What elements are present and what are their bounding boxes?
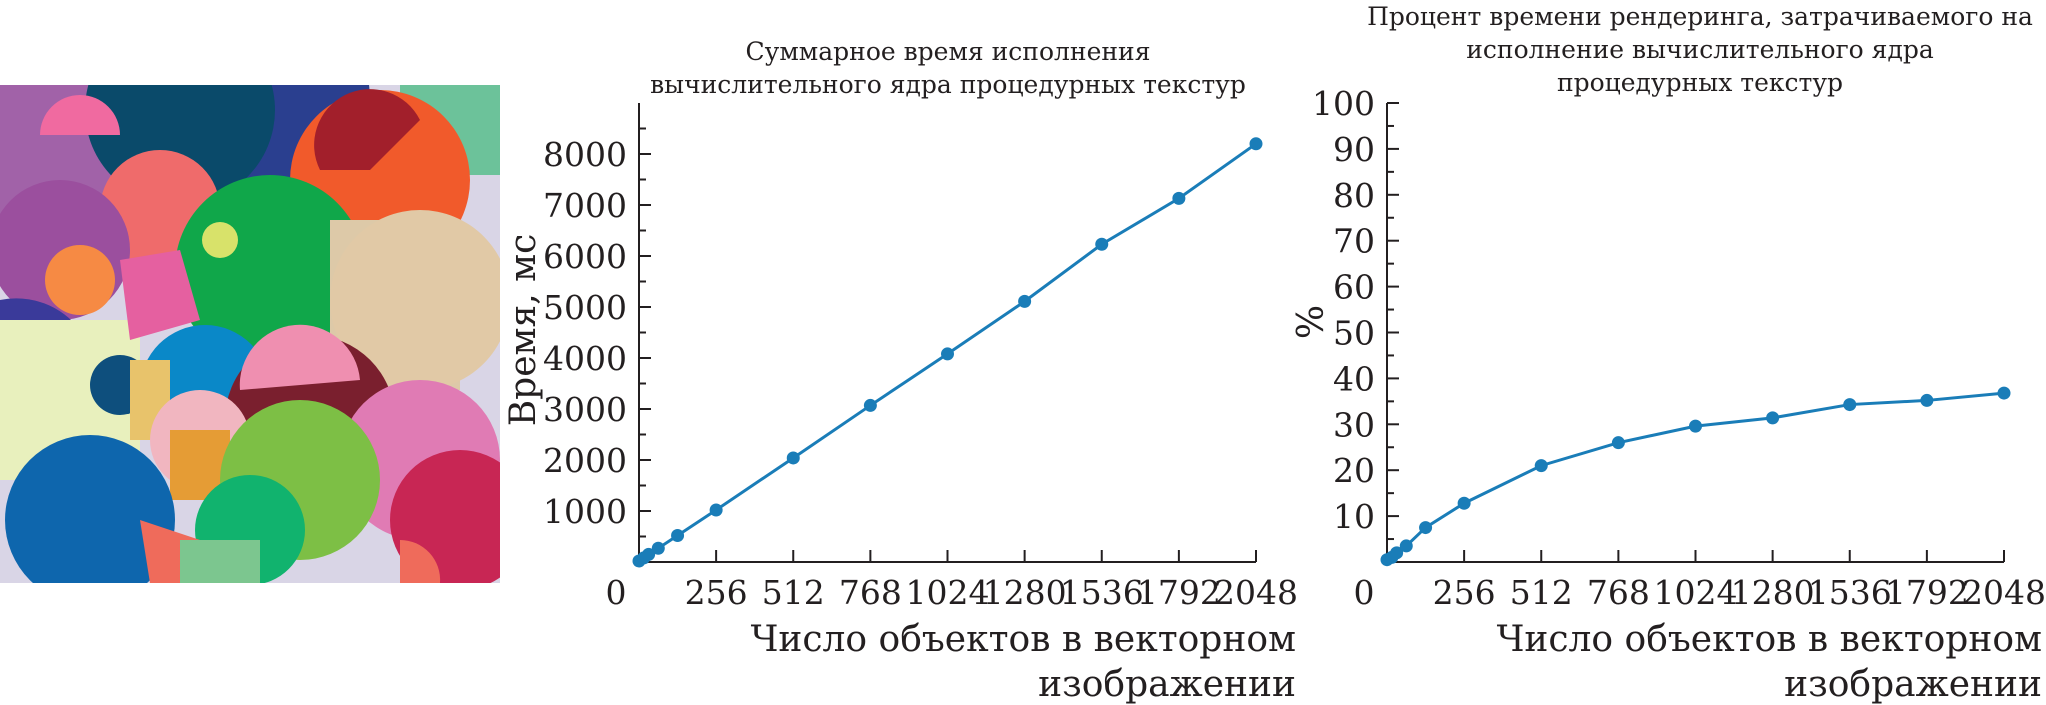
x-tick-label: 768 [839, 573, 902, 612]
x-axis-label-line-2: изображении [1038, 664, 1296, 705]
y-tick-label: 20 [1333, 451, 1375, 490]
y-tick-label: 8000 [543, 135, 627, 174]
y-axis-label: % [1291, 305, 1332, 339]
data-point [786, 451, 800, 465]
data-point [1997, 386, 2011, 400]
x-tick-label: 1792 [1885, 573, 1969, 612]
data-point [941, 347, 954, 361]
x-origin-label: 0 [606, 573, 627, 612]
y-tick-label: 100 [1312, 84, 1375, 123]
y-tick-label: 70 [1333, 222, 1375, 261]
x-tick-label: 1024 [1654, 573, 1738, 612]
data-point [1399, 539, 1413, 553]
y-tick-label: 80 [1333, 176, 1375, 215]
x-tick-label: 1280 [1731, 573, 1815, 612]
chart-execution-time: Суммарное время исполнения вычислительно… [503, 37, 1298, 705]
data-point [1249, 137, 1263, 151]
y-tick-label: 50 [1333, 314, 1375, 353]
series-group [1380, 386, 2011, 567]
y-tick-label: 60 [1333, 268, 1375, 307]
data-point [651, 541, 665, 555]
x-tick-label: 1536 [1060, 573, 1144, 612]
data-point [671, 528, 685, 542]
y-tick-label: 30 [1333, 405, 1375, 444]
data-point [1419, 521, 1433, 535]
data-point [1766, 411, 1780, 425]
x-axis-label-line-1: Число объектов в векторном [1497, 619, 2042, 660]
chart-title-line-3: процедурных текстур [1557, 68, 1843, 97]
chart-render-percent: Процент времени рендеринга, затрачиваемо… [1291, 2, 2046, 705]
x-tick-label: 1024 [906, 573, 990, 612]
x-tick-label: 1792 [1137, 573, 1221, 612]
data-point [709, 503, 723, 517]
chart-title-line-2: вычислительного ядра процедурных текстур [650, 70, 1246, 99]
y-tick-label: 7000 [543, 186, 627, 225]
x-tick-label: 1280 [983, 573, 1067, 612]
x-tick-label: 512 [762, 573, 825, 612]
y-tick-label: 90 [1333, 130, 1375, 169]
x-tick-label: 1536 [1808, 573, 1892, 612]
y-tick-label: 6000 [543, 237, 627, 276]
x-axis-label-line-1: Число объектов в векторном [751, 619, 1296, 660]
x-axis-label-line-2: изображении [1784, 664, 2042, 705]
x-tick-label: 512 [1510, 573, 1573, 612]
y-tick-label: 3000 [543, 390, 627, 429]
y-tick-label: 4000 [543, 339, 627, 378]
data-point [1172, 191, 1186, 205]
chart-title-line-1: Процент времени рендеринга, затрачиваемо… [1367, 2, 2033, 31]
data-point [1390, 546, 1404, 560]
y-tick-label: 5000 [543, 288, 627, 327]
x-tick-label: 256 [685, 573, 748, 612]
vector-image-illustration [0, 85, 500, 583]
data-point [1689, 419, 1702, 433]
series-line [1386, 391, 2005, 562]
data-point [1843, 398, 1857, 412]
data-point [1534, 459, 1548, 473]
chart-title-line-2: исполнение вычислительного ядра [1466, 35, 1934, 64]
series-group [632, 137, 1263, 568]
x-origin-label: 0 [1354, 573, 1375, 612]
x-tick-label: 768 [1587, 573, 1650, 612]
chart-title-line-1: Суммарное время исполнения [746, 37, 1151, 66]
y-tick-label: 40 [1333, 359, 1375, 398]
data-point [863, 398, 877, 412]
data-point [1018, 294, 1032, 308]
y-ticks: 1000 2000 3000 4000 5000 6000 7000 8000 [543, 127, 651, 538]
data-point [1457, 496, 1471, 510]
y-axis-label: Время, мс [503, 234, 544, 427]
y-ticks: 10 20 30 40 50 60 70 80 90 100 [1312, 84, 1399, 541]
y-tick-label: 10 [1333, 497, 1375, 536]
data-point [1611, 436, 1625, 450]
x-tick-label: 256 [1433, 573, 1496, 612]
data-point [1920, 393, 1934, 407]
x-tick-label: 2048 [1962, 573, 2046, 612]
data-point [1095, 237, 1109, 251]
y-tick-label: 1000 [543, 492, 627, 531]
data-point [642, 547, 656, 561]
x-tick-label: 2048 [1214, 573, 1298, 612]
y-tick-label: 2000 [543, 441, 627, 480]
